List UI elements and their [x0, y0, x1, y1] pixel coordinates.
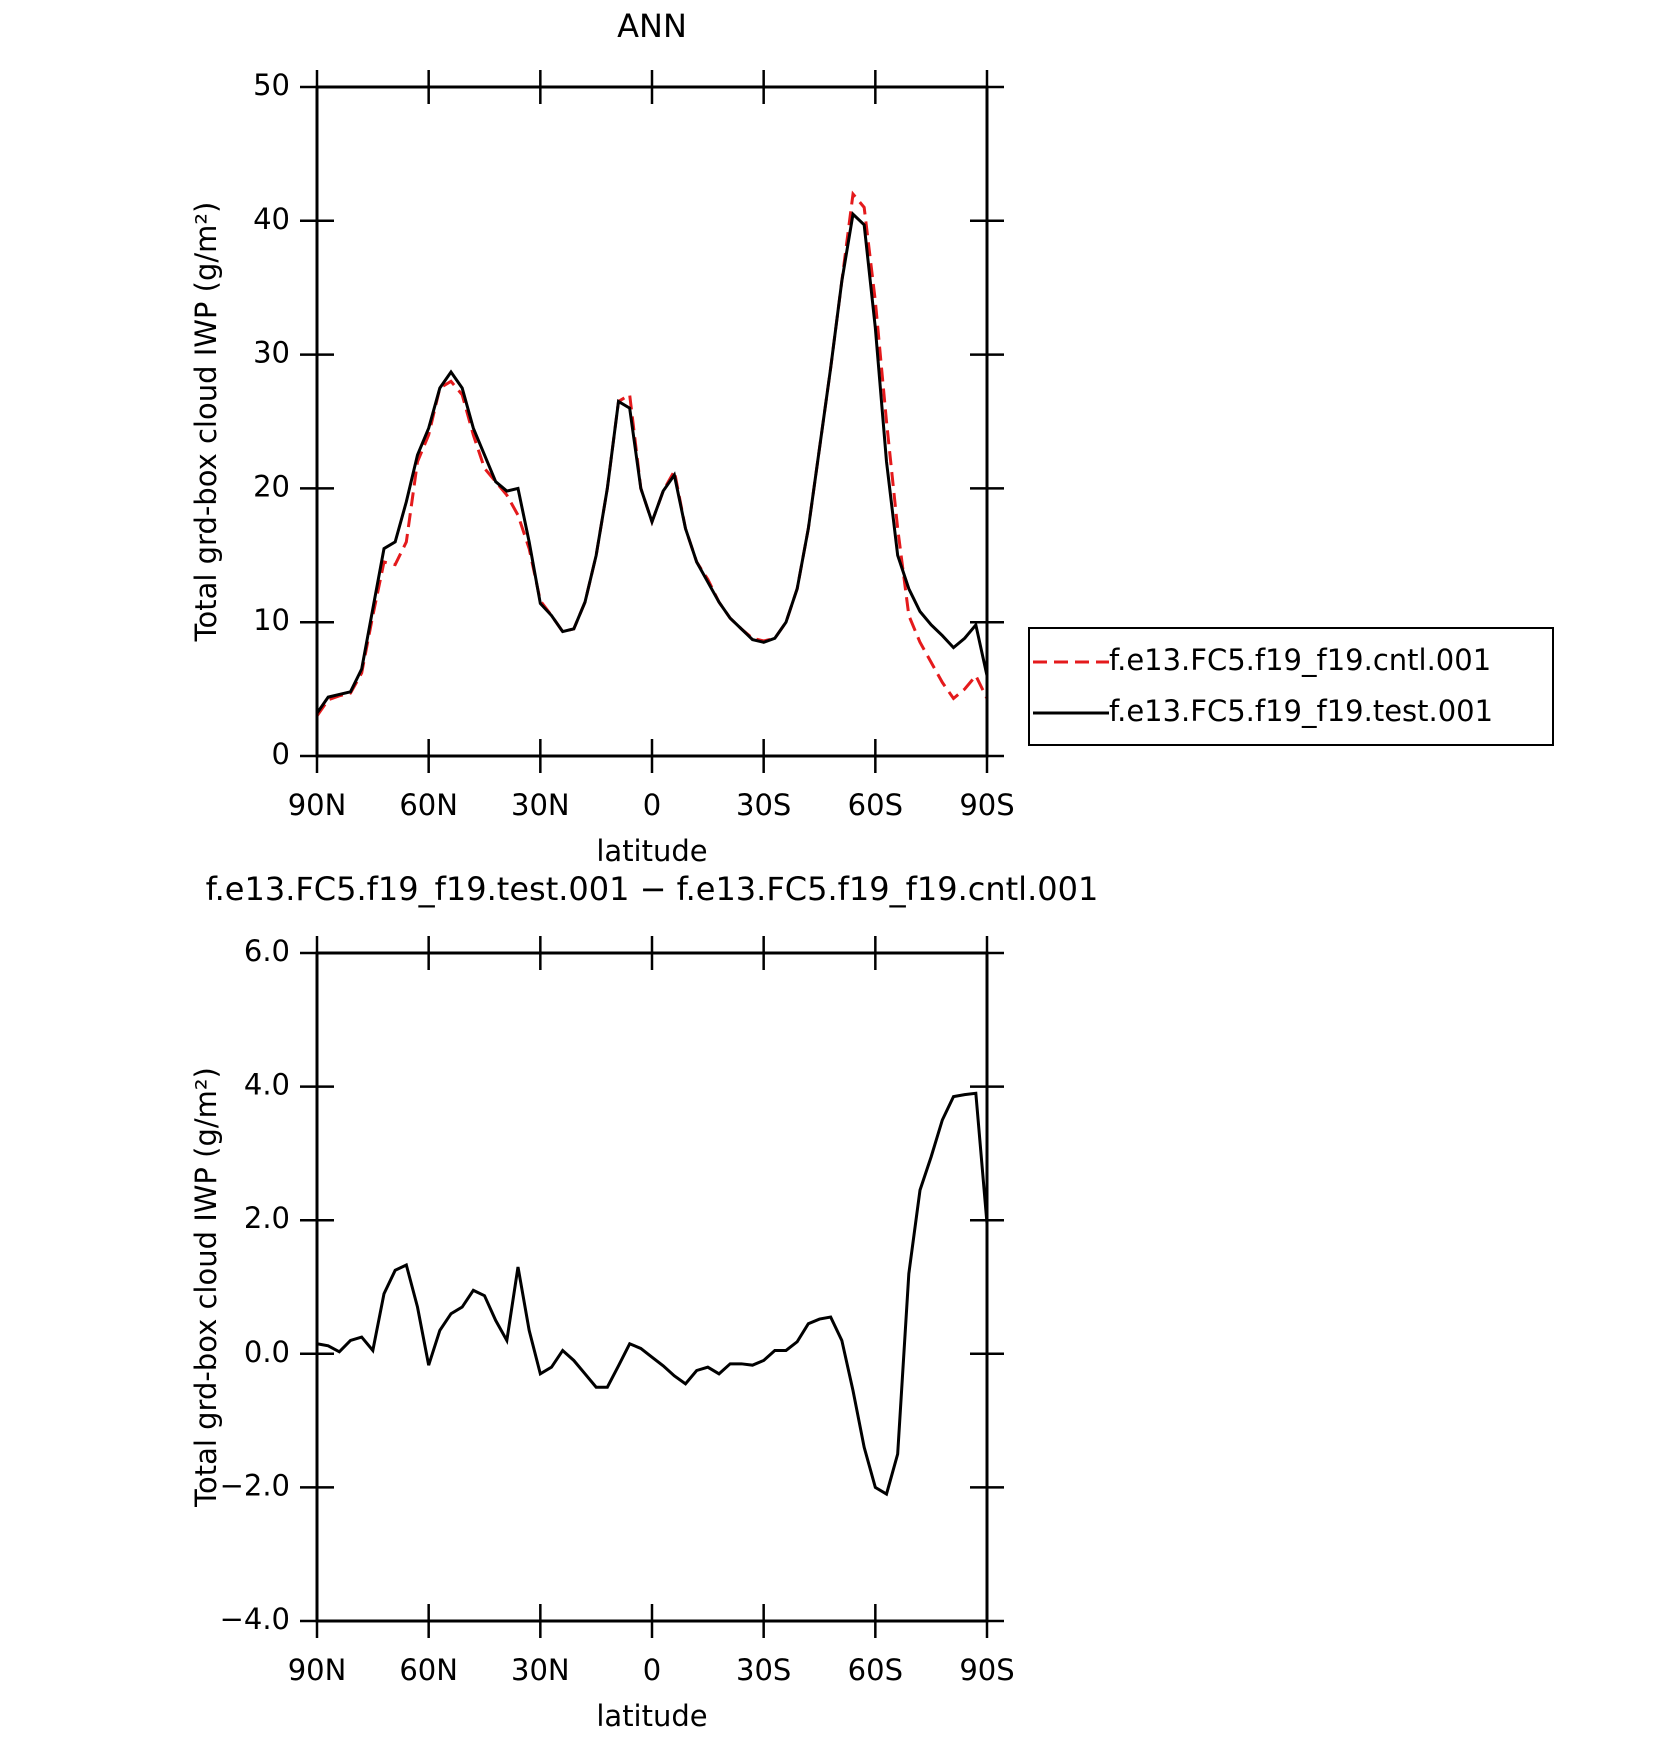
x-tick-label: 90N: [288, 1653, 347, 1687]
y-tick-label: 0.0: [244, 1335, 290, 1369]
x-axis-label: latitude: [596, 834, 707, 868]
y-tick-label: 50: [253, 68, 290, 102]
x-tick-label: 90S: [959, 788, 1014, 822]
x-tick-label: 60S: [848, 1653, 903, 1687]
legend-label: f.e13.FC5.f19_f19.cntl.001: [1109, 643, 1491, 677]
x-tick-label: 0: [643, 1653, 661, 1687]
plot-frame: [315, 85, 989, 758]
x-tick-label: 60N: [399, 788, 458, 822]
y-tick-label: 0: [272, 737, 290, 771]
data-line: [316, 1091, 989, 1497]
y-axis-label: Total grd-box cloud IWP (g/m²): [189, 1067, 223, 1508]
y-tick-label: 2.0: [244, 1201, 290, 1235]
chart-title: ANN: [617, 7, 687, 45]
y-tick-label: 40: [253, 202, 290, 236]
data-line: [315, 211, 989, 715]
x-tick-label: 60N: [399, 1653, 458, 1687]
plot-frame: [315, 951, 989, 1623]
y-tick-label: −2.0: [220, 1468, 290, 1502]
x-tick-label: 60S: [848, 788, 903, 822]
y-tick-label: 6.0: [244, 934, 290, 968]
y-tick-label: 30: [253, 336, 290, 370]
y-tick-label: 20: [253, 469, 290, 503]
x-tick-label: 90S: [959, 1653, 1014, 1687]
chart-title: f.e13.FC5.f19_f19.test.001 − f.e13.FC5.f…: [206, 870, 1099, 908]
y-axis-label: Total grd-box cloud IWP (g/m²): [189, 202, 223, 643]
legend-label: f.e13.FC5.f19_f19.test.001: [1109, 694, 1493, 728]
x-tick-label: 30N: [511, 788, 570, 822]
legend-box: [1028, 627, 1554, 746]
x-tick-label: 30S: [736, 788, 791, 822]
y-tick-label: −4.0: [220, 1602, 290, 1636]
y-tick-label: 10: [253, 603, 290, 637]
y-tick-label: 4.0: [244, 1068, 290, 1102]
x-tick-label: 90N: [288, 788, 347, 822]
x-axis-label: latitude: [596, 1699, 707, 1733]
x-tick-label: 30S: [736, 1653, 791, 1687]
x-tick-label: 30N: [511, 1653, 570, 1687]
x-tick-label: 0: [643, 788, 661, 822]
